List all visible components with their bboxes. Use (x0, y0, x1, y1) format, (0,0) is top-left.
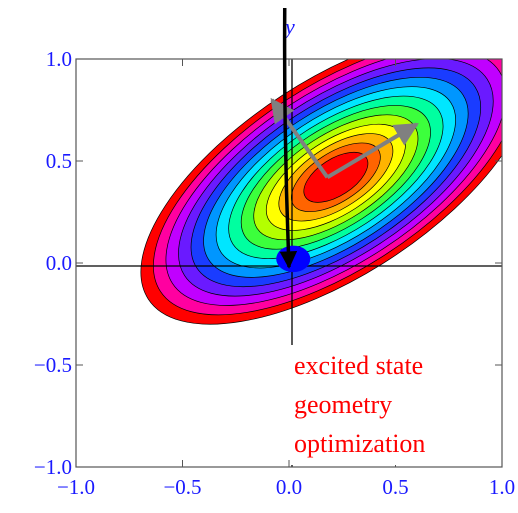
trajectory-arrow (279, 7, 298, 269)
annotation-background (290, 345, 492, 465)
y-tick-label: 1.0 (46, 47, 72, 71)
normal-mode-vectors (270, 97, 419, 180)
axis-ticks: −1.0 −0.5 0.0 0.5 1.0 −1.0 −0.5 0.0 0.5 1.0 (34, 47, 515, 499)
y-tick-label: −1.0 (34, 455, 72, 479)
y-tick-label: −0.5 (34, 353, 72, 377)
annotation-line-1: excited state (294, 351, 423, 380)
x-tick-label: 0.0 (276, 475, 302, 499)
contour-bands (140, 59, 502, 325)
y-tick-label: 0.0 (46, 251, 72, 275)
x-tick-label: −1.0 (57, 475, 95, 499)
x-tick-label: −0.5 (163, 475, 201, 499)
y-tick-label: 0.5 (46, 149, 72, 173)
start-point-marker (276, 245, 311, 273)
normal-mode-vector (270, 97, 329, 179)
annotation-line-2: geometry (294, 390, 392, 419)
normal-mode-vector (326, 122, 419, 180)
x-tick-label: 1.0 (489, 475, 515, 499)
x-tick-label: 0.5 (382, 475, 408, 499)
annotation-line-3: optimization (294, 429, 425, 458)
